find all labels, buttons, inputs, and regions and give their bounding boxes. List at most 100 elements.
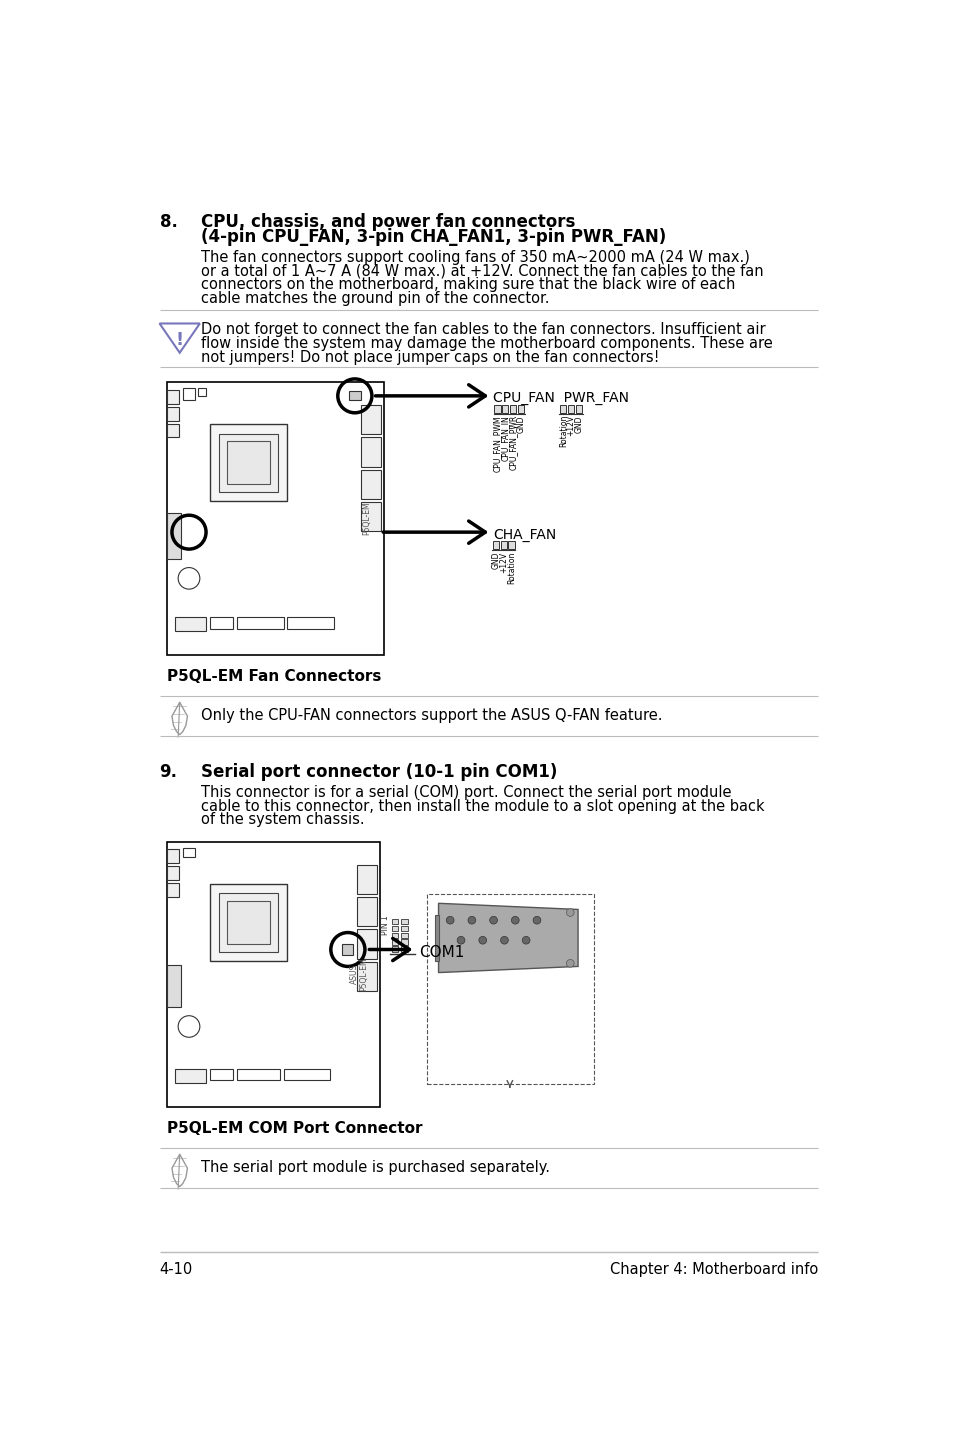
Bar xyxy=(501,406,508,413)
Text: PIN 1: PIN 1 xyxy=(381,915,390,935)
Bar xyxy=(167,866,179,880)
Bar xyxy=(360,470,381,499)
Bar xyxy=(356,864,377,894)
Text: (4-pin CPU_FAN, 3-pin CHA_FAN1, 3-pin PWR_FAN): (4-pin CPU_FAN, 3-pin CHA_FAN1, 3-pin PW… xyxy=(200,229,665,246)
Bar xyxy=(167,841,380,1107)
Bar xyxy=(392,919,397,925)
Bar xyxy=(401,946,407,952)
Text: GND: GND xyxy=(574,416,582,433)
Bar xyxy=(183,848,195,857)
Circle shape xyxy=(521,936,530,945)
Bar xyxy=(210,1068,233,1080)
Text: CPU_FAN_PWM: CPU_FAN_PWM xyxy=(493,416,501,472)
Bar xyxy=(210,884,287,961)
Text: P5QL-EM Fan Connectors: P5QL-EM Fan Connectors xyxy=(167,669,381,684)
Text: not jumpers! Do not place jumper caps on the fan connectors!: not jumpers! Do not place jumper caps on… xyxy=(200,349,659,365)
Bar xyxy=(509,406,516,413)
Bar xyxy=(219,434,278,492)
Text: CPU_FAN  PWR_FAN: CPU_FAN PWR_FAN xyxy=(493,391,628,406)
Bar xyxy=(427,894,593,1084)
Text: flow inside the system may damage the motherboard components. These are: flow inside the system may damage the mo… xyxy=(200,336,772,351)
Text: CPU_FAN_IN: CPU_FAN_IN xyxy=(500,416,509,460)
Text: GND: GND xyxy=(516,416,525,433)
Text: CPU_FAN_PWR: CPU_FAN_PWR xyxy=(508,416,517,470)
Bar xyxy=(219,893,278,952)
Text: or a total of 1 A~7 A (84 W max.) at +12V. Connect the fan cables to the fan: or a total of 1 A~7 A (84 W max.) at +12… xyxy=(200,263,762,279)
Bar xyxy=(360,437,381,467)
Text: cable to this connector, then install the module to a slot opening at the back: cable to this connector, then install th… xyxy=(200,798,763,814)
Text: +12V: +12V xyxy=(498,551,508,572)
Bar xyxy=(167,407,179,420)
Bar xyxy=(356,962,377,991)
Text: 8.: 8. xyxy=(159,213,177,230)
Bar xyxy=(167,383,384,656)
Bar xyxy=(401,933,407,938)
Bar xyxy=(435,915,438,961)
Bar xyxy=(575,406,581,413)
Bar xyxy=(392,926,397,930)
Bar xyxy=(494,406,500,413)
Bar xyxy=(227,902,270,945)
Bar xyxy=(567,406,574,413)
Bar xyxy=(356,897,377,926)
Bar xyxy=(517,406,523,413)
Bar xyxy=(559,406,566,413)
Bar xyxy=(167,965,181,1007)
Bar xyxy=(392,946,397,952)
Bar xyxy=(348,391,360,400)
Polygon shape xyxy=(438,903,578,972)
Text: of the system chassis.: of the system chassis. xyxy=(200,812,364,827)
Bar xyxy=(360,406,381,434)
Text: Do not forget to connect the fan cables to the fan connectors. Insufficient air: Do not forget to connect the fan cables … xyxy=(200,322,764,336)
Bar xyxy=(167,513,181,559)
Text: Rotation: Rotation xyxy=(506,551,516,584)
Bar xyxy=(508,541,514,549)
Text: CPU, chassis, and power fan connectors: CPU, chassis, and power fan connectors xyxy=(200,213,575,230)
Text: P5QL-EM: P5QL-EM xyxy=(358,958,368,991)
Text: COM1: COM1 xyxy=(418,945,464,961)
Bar xyxy=(167,390,179,404)
Bar xyxy=(227,441,270,485)
Bar xyxy=(392,939,397,945)
Circle shape xyxy=(456,936,464,945)
Circle shape xyxy=(511,916,518,925)
Bar xyxy=(236,617,283,630)
Text: +12V: +12V xyxy=(566,416,575,436)
Bar xyxy=(341,945,353,955)
Text: The fan connectors support cooling fans of 350 mA~2000 mA (24 W max.): The fan connectors support cooling fans … xyxy=(200,250,749,265)
Circle shape xyxy=(468,916,476,925)
Bar xyxy=(283,1068,330,1080)
Bar xyxy=(360,502,381,532)
Bar xyxy=(210,424,287,502)
Text: P5QL-EM: P5QL-EM xyxy=(362,502,372,535)
Bar xyxy=(356,929,377,959)
Text: Only the CPU-FAN connectors support the ASUS Q-FAN feature.: Only the CPU-FAN connectors support the … xyxy=(200,707,661,723)
Bar xyxy=(167,883,179,897)
Bar xyxy=(287,617,334,630)
Bar xyxy=(174,617,206,631)
Text: GND: GND xyxy=(491,551,500,569)
Text: CHA_FAN: CHA_FAN xyxy=(493,528,556,542)
Text: !: ! xyxy=(175,331,184,349)
Bar xyxy=(167,424,179,437)
Text: Serial port connector (10-1 pin COM1): Serial port connector (10-1 pin COM1) xyxy=(200,764,557,781)
Circle shape xyxy=(478,936,486,945)
Bar xyxy=(198,388,206,395)
Bar xyxy=(493,541,498,549)
Circle shape xyxy=(446,916,454,925)
Bar xyxy=(174,1068,206,1083)
Bar xyxy=(183,388,195,400)
Bar xyxy=(392,933,397,938)
Text: ASUS: ASUS xyxy=(349,963,358,984)
Bar xyxy=(236,1068,279,1080)
Circle shape xyxy=(533,916,540,925)
Circle shape xyxy=(489,916,497,925)
Text: cable matches the ground pin of the connector.: cable matches the ground pin of the conn… xyxy=(200,290,549,306)
Circle shape xyxy=(566,959,574,968)
Bar xyxy=(210,617,233,630)
Bar xyxy=(401,926,407,930)
Text: The serial port module is purchased separately.: The serial port module is purchased sepa… xyxy=(200,1159,549,1175)
Bar xyxy=(401,919,407,925)
Text: 9.: 9. xyxy=(159,764,177,781)
Bar xyxy=(167,850,179,863)
